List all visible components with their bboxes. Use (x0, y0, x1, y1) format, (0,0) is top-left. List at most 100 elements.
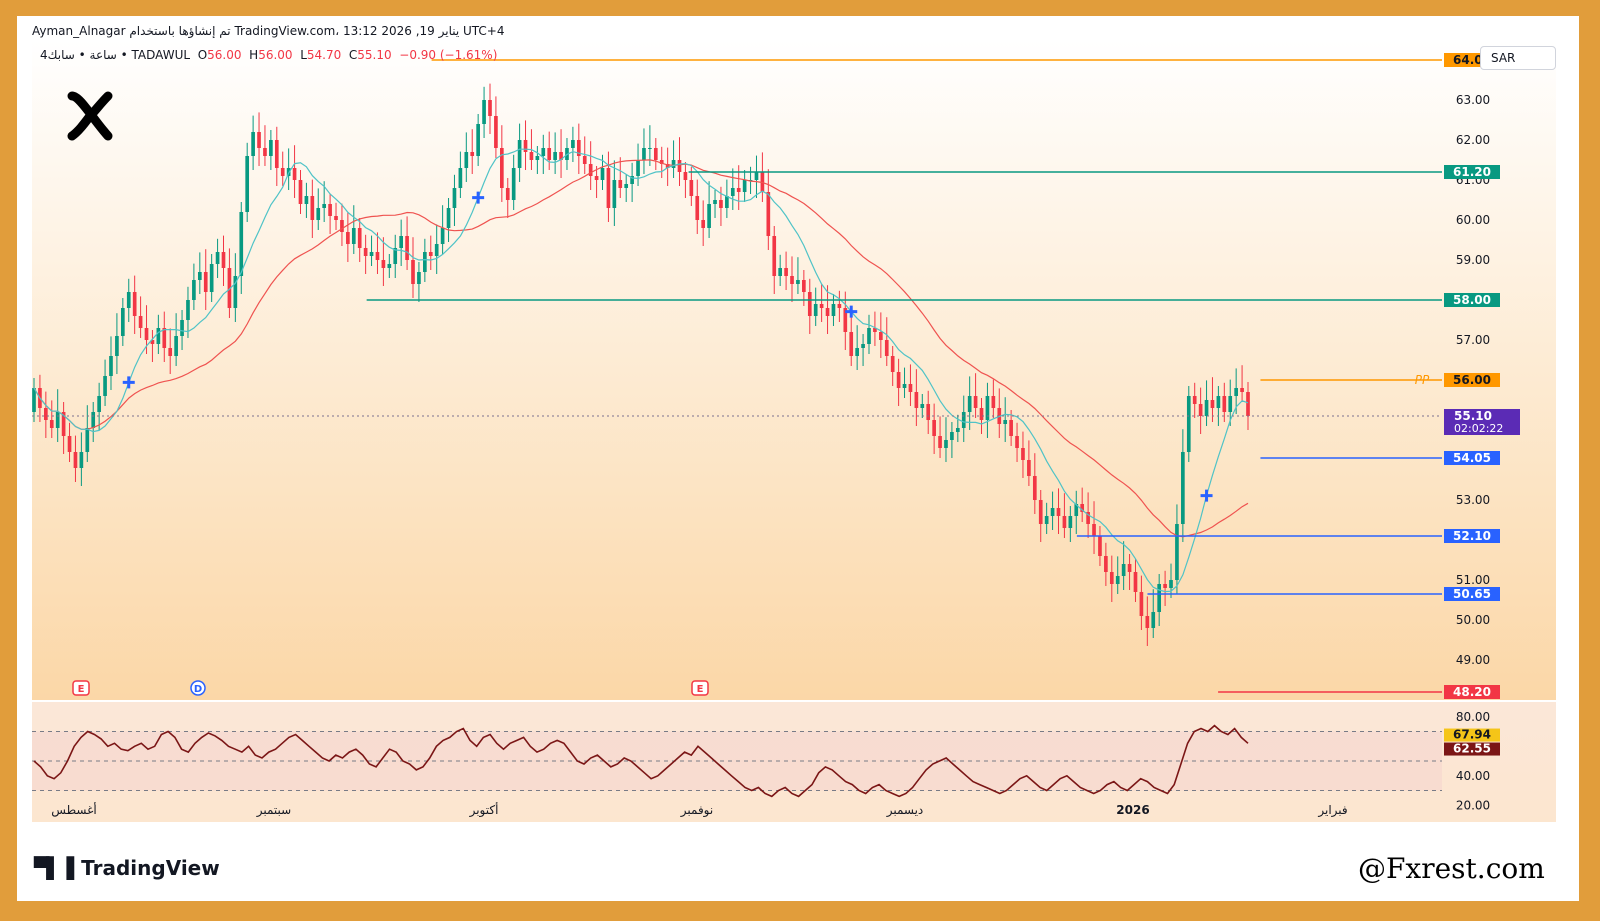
candle-body (1157, 584, 1162, 612)
candle-body (648, 148, 652, 149)
watermark: @Fxrest.com (1358, 852, 1545, 885)
rsi-line (33, 724, 1249, 798)
tradingview-logo[interactable]: ▀▌▐ TradingView (34, 856, 220, 880)
candle-body (961, 412, 966, 428)
candle-body (600, 168, 605, 180)
candle-body (203, 272, 208, 292)
candle-body (618, 180, 623, 188)
candle-body (541, 148, 546, 156)
rsi-ma-tag (1444, 742, 1500, 756)
candle-body (263, 148, 267, 156)
candle-body (310, 196, 315, 220)
candle-body (269, 140, 273, 156)
candle-body (1056, 508, 1061, 516)
candle-body (1068, 516, 1073, 528)
candle-body (701, 220, 706, 228)
price-tick-label: 49.00 (1456, 653, 1490, 667)
last-price-label: 55.10 (1454, 409, 1492, 423)
candle-body (233, 276, 238, 308)
level-price-tag (1444, 451, 1500, 465)
candle-body (955, 428, 960, 432)
event-marker-label: D (194, 684, 202, 695)
rsi-tick-label: 20.00 (1456, 798, 1490, 812)
candle-body (1133, 572, 1138, 592)
candle-body (511, 168, 516, 200)
candle-body (1098, 536, 1102, 556)
candle-body (736, 188, 741, 192)
candle-body (802, 280, 806, 292)
candle-body (49, 420, 54, 428)
candle-body (713, 200, 717, 204)
candle-body (446, 208, 451, 228)
candle-body (428, 252, 433, 256)
candle-body (1044, 516, 1049, 524)
candle-body (1175, 524, 1179, 580)
open-value: 56.00 (207, 48, 242, 62)
cross-signal-marker (122, 376, 135, 389)
candle-body (346, 232, 350, 244)
cross-signal-marker (472, 191, 485, 204)
axis-layer: 49.0050.0051.0053.0057.0059.0060.0061.00… (51, 53, 1520, 818)
candle-body (405, 236, 409, 260)
ohlc-legend: 4ساعة • سابك • TADAWUL O56.00 H56.00 L54… (40, 48, 497, 62)
symbol-label[interactable]: 4ساعة • سابك • TADAWUL (40, 48, 191, 62)
candle-body (322, 204, 327, 208)
candle-body (120, 308, 125, 336)
high-value: 56.00 (258, 48, 293, 62)
last-price-badge (1444, 409, 1520, 435)
price-tick-label: 59.00 (1456, 253, 1490, 267)
candle-body (197, 272, 202, 280)
candle-body (991, 396, 996, 408)
candle-body (292, 168, 297, 180)
candle-body (861, 344, 865, 348)
event-marker (691, 680, 709, 696)
candle-body (1139, 592, 1144, 616)
candle-body (1181, 452, 1185, 524)
candle-body (730, 188, 735, 196)
rsi-tick-label: 40.00 (1456, 769, 1490, 783)
rsi-layer (32, 724, 1442, 798)
candle-body (1062, 516, 1067, 528)
price-tick-label: 51.00 (1456, 573, 1490, 587)
time-axis-label: سبتمبر (256, 803, 291, 818)
candle-body (32, 388, 36, 412)
candle-body (867, 328, 871, 344)
candle-body (636, 160, 640, 176)
candle-body (452, 188, 457, 208)
candle-body (357, 228, 362, 248)
candle-body (559, 152, 563, 160)
price-tick-label: 50.00 (1456, 613, 1490, 627)
candle-body (1038, 500, 1043, 524)
candle-body (1027, 460, 1031, 476)
candle-body (979, 408, 984, 420)
candle-body (209, 264, 214, 292)
candle-body (582, 156, 587, 164)
level-price-label: 50.65 (1453, 587, 1491, 601)
level-price-label: 52.10 (1453, 529, 1491, 543)
change-value: −0.90 (−1.61%) (399, 48, 498, 62)
candle-body (340, 220, 344, 232)
candle-body (973, 396, 978, 408)
rsi-tick-label: 80.00 (1456, 710, 1490, 724)
candle-body (1240, 388, 1244, 392)
candle-body (1222, 396, 1227, 412)
candle-body (1050, 508, 1055, 516)
level-price-tag (1444, 293, 1500, 307)
level-price-tag (1444, 685, 1500, 699)
price-tick-label: 60.00 (1456, 213, 1490, 227)
candle-body (790, 276, 794, 284)
candle-body (873, 328, 877, 332)
currency-selector[interactable]: SAR (1480, 46, 1556, 70)
level-price-label: 54.05 (1453, 451, 1491, 465)
candle-body (162, 328, 167, 348)
candle-body (849, 332, 854, 356)
candle-body (902, 384, 907, 388)
cross-signal-marker (1200, 489, 1213, 502)
candle-body (316, 208, 321, 220)
candle-body (245, 156, 250, 212)
candle-body (612, 180, 617, 208)
candle-body (91, 412, 96, 428)
candle-body (523, 140, 528, 152)
candle-body (494, 116, 498, 148)
